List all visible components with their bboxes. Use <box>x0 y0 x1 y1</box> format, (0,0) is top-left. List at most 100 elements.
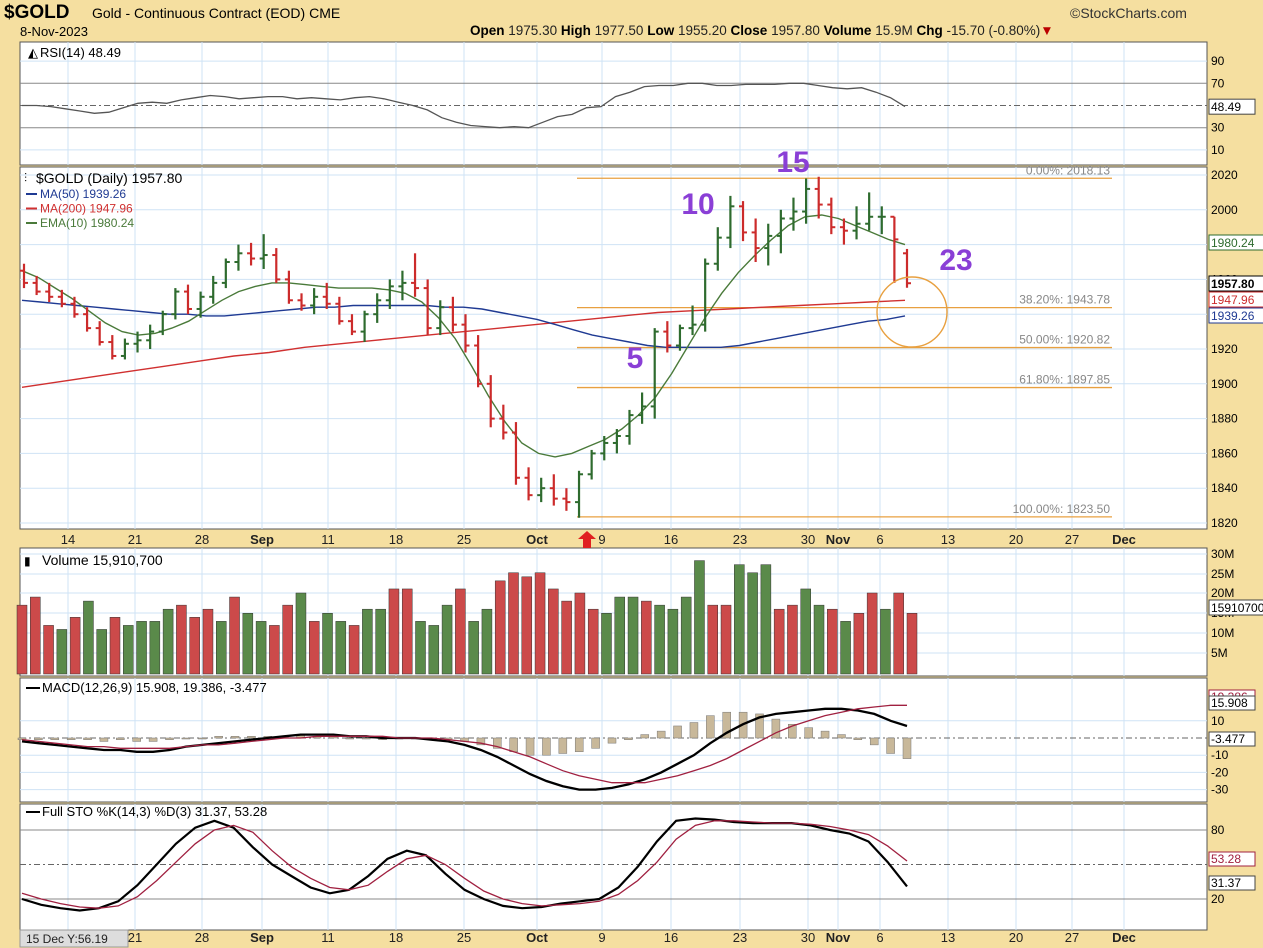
macd-histogram-bar <box>656 730 666 739</box>
price-bar <box>701 258 710 332</box>
volume-bar <box>16 604 28 675</box>
sto-value-box <box>1208 875 1256 891</box>
price-bar <box>158 310 167 336</box>
macd-histogram-bar <box>525 737 535 756</box>
x-axis-label: 23 <box>733 532 747 547</box>
volume-bar <box>747 572 758 675</box>
rsi-line <box>22 82 906 129</box>
volume-value: 15.9M <box>875 23 913 38</box>
corner-note: 15 Dec Y:56.19 <box>26 932 108 946</box>
price-bar <box>322 282 331 309</box>
price-bar <box>448 296 457 332</box>
x-axis-label: Sep <box>250 532 274 547</box>
macd-histogram-bar <box>34 737 43 740</box>
macd-histogram-bar <box>771 718 781 739</box>
price-bar <box>272 248 281 283</box>
price-bar <box>814 176 823 219</box>
volume-bar <box>56 629 68 675</box>
volume-bar <box>335 621 347 675</box>
volume-bar <box>667 608 679 675</box>
macd-title: MACD(12,26,9) 15.908, 19.386, -3.477 <box>42 680 267 695</box>
price-bar <box>726 195 735 249</box>
volume-bar <box>43 625 54 675</box>
x-axis-label-bottom: 9 <box>598 930 605 945</box>
x-axis-label: Oct <box>526 532 548 547</box>
volume-bar <box>162 608 174 675</box>
volume-bar <box>601 613 612 675</box>
rsi-panel <box>19 41 1208 166</box>
x-axis-label-bottom: 21 <box>128 930 142 945</box>
volume-bar <box>282 604 293 675</box>
price-bar <box>789 197 798 231</box>
price-bar <box>474 335 483 388</box>
close-value: 1957.80 <box>771 23 820 38</box>
price-bar <box>486 375 495 428</box>
x-axis-label: 21 <box>128 532 142 547</box>
x-axis-label-bottom: 18 <box>389 930 403 945</box>
price-bar <box>146 324 155 349</box>
price-bar <box>436 300 445 336</box>
x-axis-label: 28 <box>195 532 209 547</box>
wave-count-label: 23 <box>939 244 972 277</box>
wave-count-label: 10 <box>681 188 714 221</box>
volume-bar <box>176 604 187 675</box>
price-bar <box>524 467 533 501</box>
price-bar <box>20 263 28 289</box>
chart-header: $GOLD Gold - Continuous Contract (EOD) C… <box>0 0 1263 40</box>
price-bar <box>511 422 520 485</box>
volume-bar <box>587 608 599 675</box>
price-value-box <box>1208 291 1263 308</box>
down-arrow-icon: ▼ <box>1040 23 1054 38</box>
volume-bar <box>30 596 41 675</box>
volume-bar <box>348 625 360 675</box>
volume-tick-label: 25M <box>1211 567 1234 581</box>
volume-bar <box>96 629 107 675</box>
rsi-last-value-box <box>1208 98 1256 115</box>
volume-bar <box>428 625 440 675</box>
price-bar <box>461 314 470 353</box>
volume-bar <box>322 613 333 675</box>
close-label: Close <box>730 23 768 38</box>
volume-tick-label: 20M <box>1211 586 1234 600</box>
price-bar <box>183 284 192 315</box>
price-tick-label: 1900 <box>1211 377 1238 391</box>
x-axis-label: 9 <box>598 532 605 547</box>
low-label: Low <box>647 23 675 38</box>
price-bar <box>663 321 672 353</box>
macd-histogram-bar <box>476 737 486 746</box>
volume-bar <box>202 608 214 675</box>
price-bar <box>120 338 129 360</box>
macd-histogram-bar <box>755 713 764 739</box>
price-bar <box>625 409 634 445</box>
volume-tick-label: 30M <box>1211 547 1234 561</box>
price-bar <box>587 449 596 480</box>
macd-histogram-bar <box>247 736 256 739</box>
volume-bar <box>866 592 878 675</box>
price-bar <box>827 197 836 235</box>
volume-bar <box>813 604 825 675</box>
price-value-label: 1957.80 <box>1211 277 1255 291</box>
volume-bar <box>441 604 453 675</box>
symbol: $GOLD <box>4 2 70 23</box>
volume-bar <box>760 564 772 675</box>
high-value: 1977.50 <box>594 23 644 38</box>
x-axis-label-bottom: Oct <box>526 930 548 945</box>
price-bar <box>209 275 218 304</box>
macd-tick-label: -10 <box>1211 748 1229 762</box>
brand[interactable]: ©StockCharts.com <box>1070 5 1187 21</box>
ma50-line <box>21 299 906 348</box>
price-bar <box>612 429 621 454</box>
price-bar <box>549 474 558 506</box>
x-axis-label-bottom: 11 <box>321 930 335 945</box>
low-value: 1955.20 <box>677 23 727 38</box>
x-axis-label: Nov <box>826 532 851 547</box>
macd-histogram-bar <box>509 737 518 753</box>
macd-histogram-bar <box>83 737 92 740</box>
legend-label: EMA(10) 1980.24 <box>40 216 134 230</box>
volume-bar <box>362 608 373 675</box>
volume-bar <box>255 621 267 675</box>
macd-histogram-bar <box>788 723 797 739</box>
ma200-line <box>21 299 906 388</box>
x-axis-label: 18 <box>389 532 403 547</box>
macd-histogram-bar <box>50 737 60 740</box>
